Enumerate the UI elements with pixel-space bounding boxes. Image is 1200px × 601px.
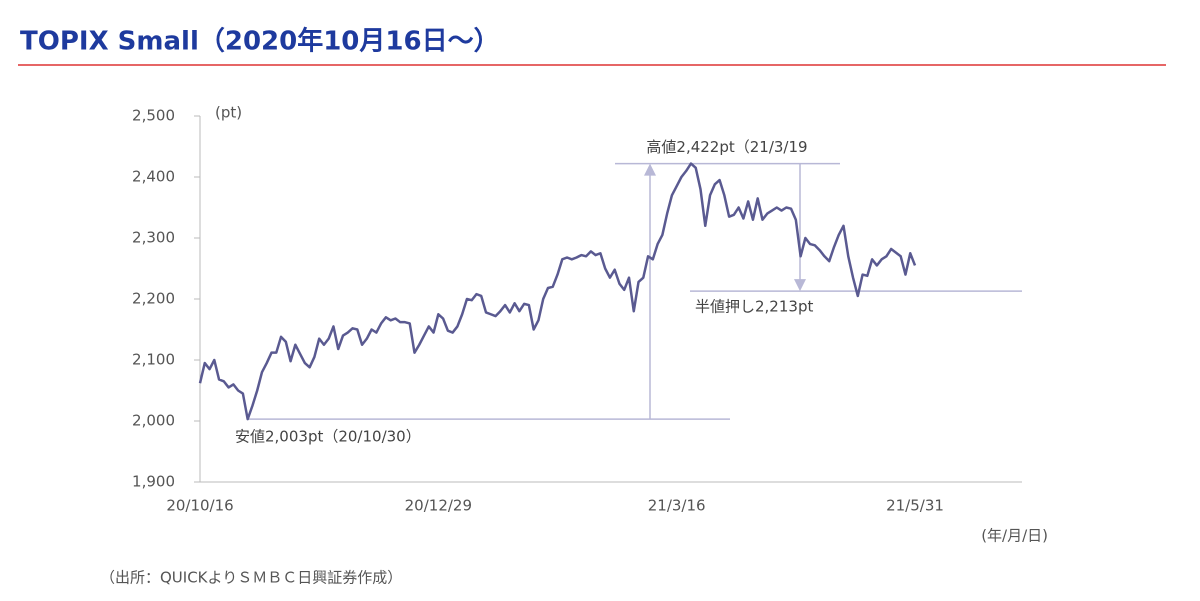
x-tick-label: 20/12/29: [405, 497, 472, 515]
annotation: 安値2,003pt（20/10/30）: [235, 428, 421, 446]
x-axis-label: (年/月/日): [981, 527, 1048, 545]
y-tick-label: 2,100: [132, 351, 175, 369]
y-tick-label: 2,400: [132, 168, 175, 186]
pullback-arrow-head: [794, 279, 806, 292]
x-tick-label: 20/10/16: [166, 497, 233, 515]
y-tick-label: 2,300: [132, 229, 175, 247]
y-tick-label: 2,500: [132, 107, 175, 125]
x-tick-label: 21/5/31: [886, 497, 944, 515]
annotation: 高値2,422pt（21/3/19: [646, 138, 807, 156]
rise-arrow-head: [644, 163, 656, 176]
y-axis-label: (pt): [215, 104, 242, 122]
source-note: （出所：QUICKよりＳＭＢＣ日興証券作成）: [100, 569, 402, 587]
annotation: 半値押し2,213pt: [695, 298, 813, 316]
y-tick-label: 1,900: [132, 473, 175, 491]
series-line: [198, 162, 917, 421]
chart-title: TOPIX Small（2020年10月16日～）: [20, 26, 500, 57]
x-tick-label: 21/3/16: [648, 497, 706, 515]
y-tick-label: 2,000: [132, 412, 175, 430]
y-tick-label: 2,200: [132, 290, 175, 308]
